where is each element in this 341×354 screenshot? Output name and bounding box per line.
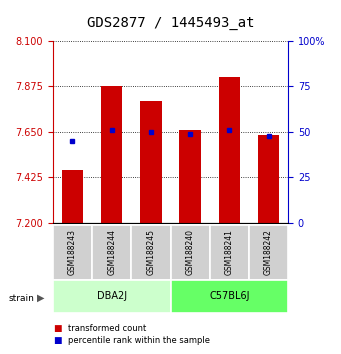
Text: GDS2877 / 1445493_at: GDS2877 / 1445493_at — [87, 16, 254, 30]
Text: GSM188242: GSM188242 — [264, 229, 273, 275]
Text: ■: ■ — [53, 336, 61, 345]
FancyBboxPatch shape — [170, 280, 288, 313]
Text: transformed count: transformed count — [68, 324, 146, 333]
Bar — [179, 130, 201, 223]
FancyBboxPatch shape — [131, 225, 170, 280]
FancyBboxPatch shape — [53, 280, 170, 313]
Bar — [258, 135, 279, 223]
Text: GSM188244: GSM188244 — [107, 229, 116, 275]
FancyBboxPatch shape — [210, 225, 249, 280]
Text: GSM188245: GSM188245 — [146, 229, 155, 275]
Text: GSM188240: GSM188240 — [186, 229, 195, 275]
FancyBboxPatch shape — [53, 225, 92, 280]
Text: GSM188243: GSM188243 — [68, 229, 77, 275]
Bar — [101, 86, 122, 223]
Text: ■: ■ — [53, 324, 61, 333]
Text: ▶: ▶ — [36, 293, 44, 303]
Text: percentile rank within the sample: percentile rank within the sample — [68, 336, 210, 345]
Bar — [62, 170, 83, 223]
Text: GSM188241: GSM188241 — [225, 229, 234, 275]
Bar — [140, 102, 162, 223]
Bar — [219, 77, 240, 223]
Text: C57BL6J: C57BL6J — [209, 291, 250, 302]
Text: strain: strain — [9, 293, 34, 303]
FancyBboxPatch shape — [249, 225, 288, 280]
FancyBboxPatch shape — [92, 225, 131, 280]
FancyBboxPatch shape — [170, 225, 210, 280]
Text: DBA2J: DBA2J — [97, 291, 127, 302]
